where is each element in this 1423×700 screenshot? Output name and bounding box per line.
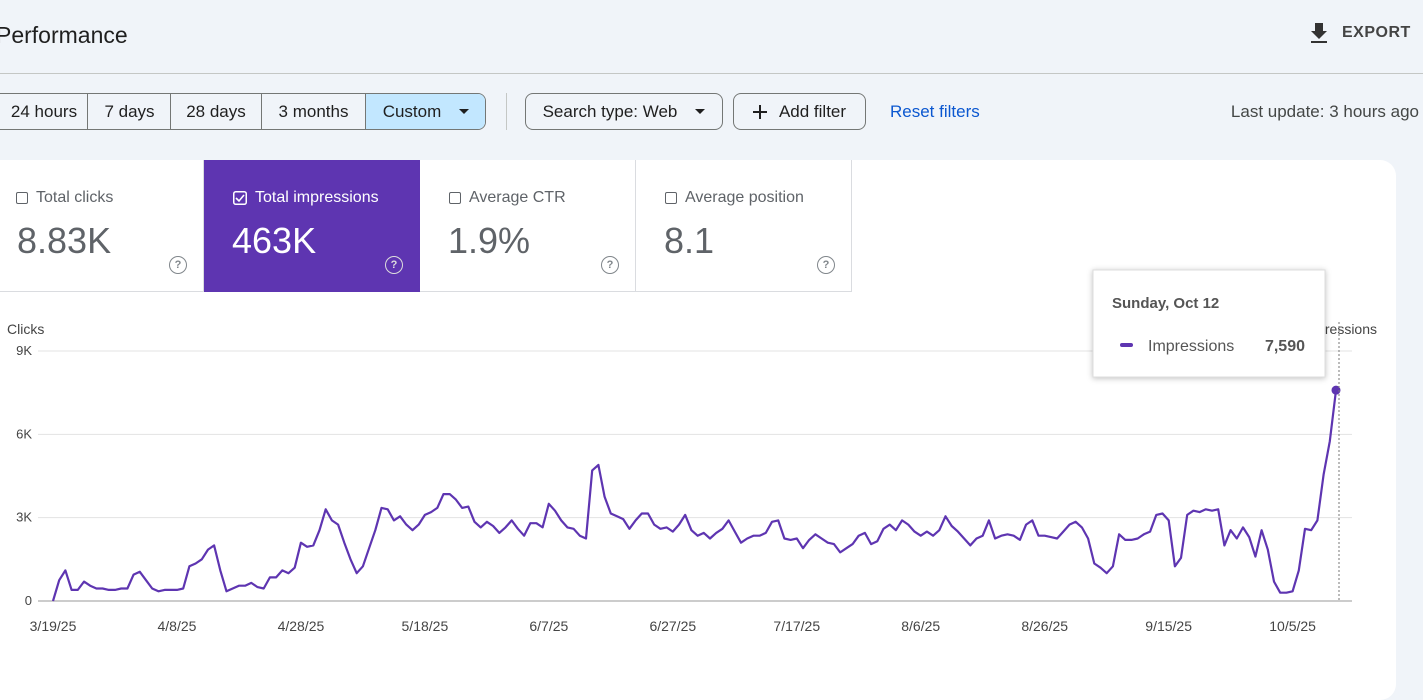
x-tick-label: 7/17/25 bbox=[773, 618, 820, 634]
metric-label: Total clicks bbox=[36, 189, 114, 206]
search-type-button[interactable]: Search type: Web bbox=[525, 93, 723, 130]
divider bbox=[0, 73, 1423, 74]
tooltip-title: Sunday, Oct 12 bbox=[1112, 295, 1219, 312]
y-axis-label: Clicks bbox=[7, 321, 44, 337]
x-tick-label: 5/18/25 bbox=[402, 618, 449, 634]
y-tick-label: 0 bbox=[25, 593, 32, 608]
x-tick-label: 4/8/25 bbox=[157, 618, 196, 634]
x-tick-label: 8/26/25 bbox=[1021, 618, 1068, 634]
export-label: EXPORT bbox=[1342, 24, 1411, 41]
range-button[interactable]: 3 months bbox=[262, 94, 366, 129]
separator bbox=[506, 93, 507, 130]
y-tick-label: 3K bbox=[16, 510, 32, 525]
tooltip-value: 7,590 bbox=[1265, 338, 1305, 355]
metric-value: 8.83K bbox=[17, 220, 112, 261]
metric-label: Total impressions bbox=[255, 189, 379, 206]
range-button[interactable]: 28 days bbox=[171, 94, 262, 129]
range-label: Custom bbox=[382, 101, 442, 121]
checkbox-checked bbox=[233, 191, 247, 205]
hover-point bbox=[1331, 385, 1341, 395]
y-tick-label: 9K bbox=[16, 343, 32, 358]
x-tick-label: 4/28/25 bbox=[278, 618, 325, 634]
tooltip-legend-marker bbox=[1120, 343, 1133, 347]
date-range-group: 24 hours 7 days 28 days 3 months Custom bbox=[0, 93, 486, 130]
x-tick-label: 6/7/25 bbox=[529, 618, 568, 634]
plus-icon bbox=[752, 104, 767, 119]
page: Performance EXPORT 24 hours 7 days 28 da… bbox=[0, 22, 1423, 700]
tooltip: Sunday, Oct 12 Impressions 7,590 bbox=[1092, 269, 1326, 378]
metric-label: Average position bbox=[685, 189, 804, 206]
tooltip-series: Impressions bbox=[1148, 338, 1234, 355]
download-icon bbox=[1311, 23, 1327, 43]
metric-card[interactable]: Average position 8.1? bbox=[636, 160, 852, 292]
custom-range-button[interactable]: Custom bbox=[366, 94, 485, 129]
x-tick-label: 10/5/25 bbox=[1269, 618, 1316, 634]
metric-value: 1.9% bbox=[448, 220, 531, 261]
last-update: Last update: 3 hours ago bbox=[1230, 102, 1419, 121]
x-tick-label: 9/15/25 bbox=[1145, 618, 1192, 634]
metric-card-selected[interactable]: Total impressions 463K? bbox=[204, 160, 420, 292]
range-button[interactable]: 7 days bbox=[89, 94, 171, 129]
metric-value: 463K bbox=[232, 220, 317, 261]
tooltip-box bbox=[1092, 269, 1326, 378]
metric-card[interactable]: Average CTR 1.9%? bbox=[420, 160, 636, 292]
dropdown-icon bbox=[459, 108, 470, 114]
chart: Clicks Impressions 0 3K 6K 9K 3/19/25 4/8/25 4… bbox=[7, 269, 1377, 634]
x-tick-label: 3/19/25 bbox=[30, 618, 77, 634]
add-filter-label: Add filter bbox=[778, 101, 847, 121]
add-filter-button[interactable]: Add filter bbox=[733, 93, 866, 130]
search-type-label: Search type: Web bbox=[542, 101, 678, 121]
metric-label: Average CTR bbox=[469, 189, 566, 206]
export-button[interactable]: EXPORT bbox=[1309, 22, 1411, 44]
metric-card[interactable]: Total clicks 8.83K? bbox=[0, 160, 204, 292]
x-tick-label: 8/6/25 bbox=[901, 618, 940, 634]
x-tick-label: 6/27/25 bbox=[649, 618, 696, 634]
dropdown-icon bbox=[695, 108, 706, 114]
y-tick-label: 6K bbox=[16, 426, 32, 441]
page-title: Performance bbox=[0, 22, 128, 48]
reset-filters-link[interactable]: Reset filters bbox=[890, 102, 980, 121]
metric-value: 8.1 bbox=[664, 220, 715, 261]
line bbox=[51, 390, 1338, 602]
range-button[interactable]: 24 hours bbox=[0, 94, 88, 129]
